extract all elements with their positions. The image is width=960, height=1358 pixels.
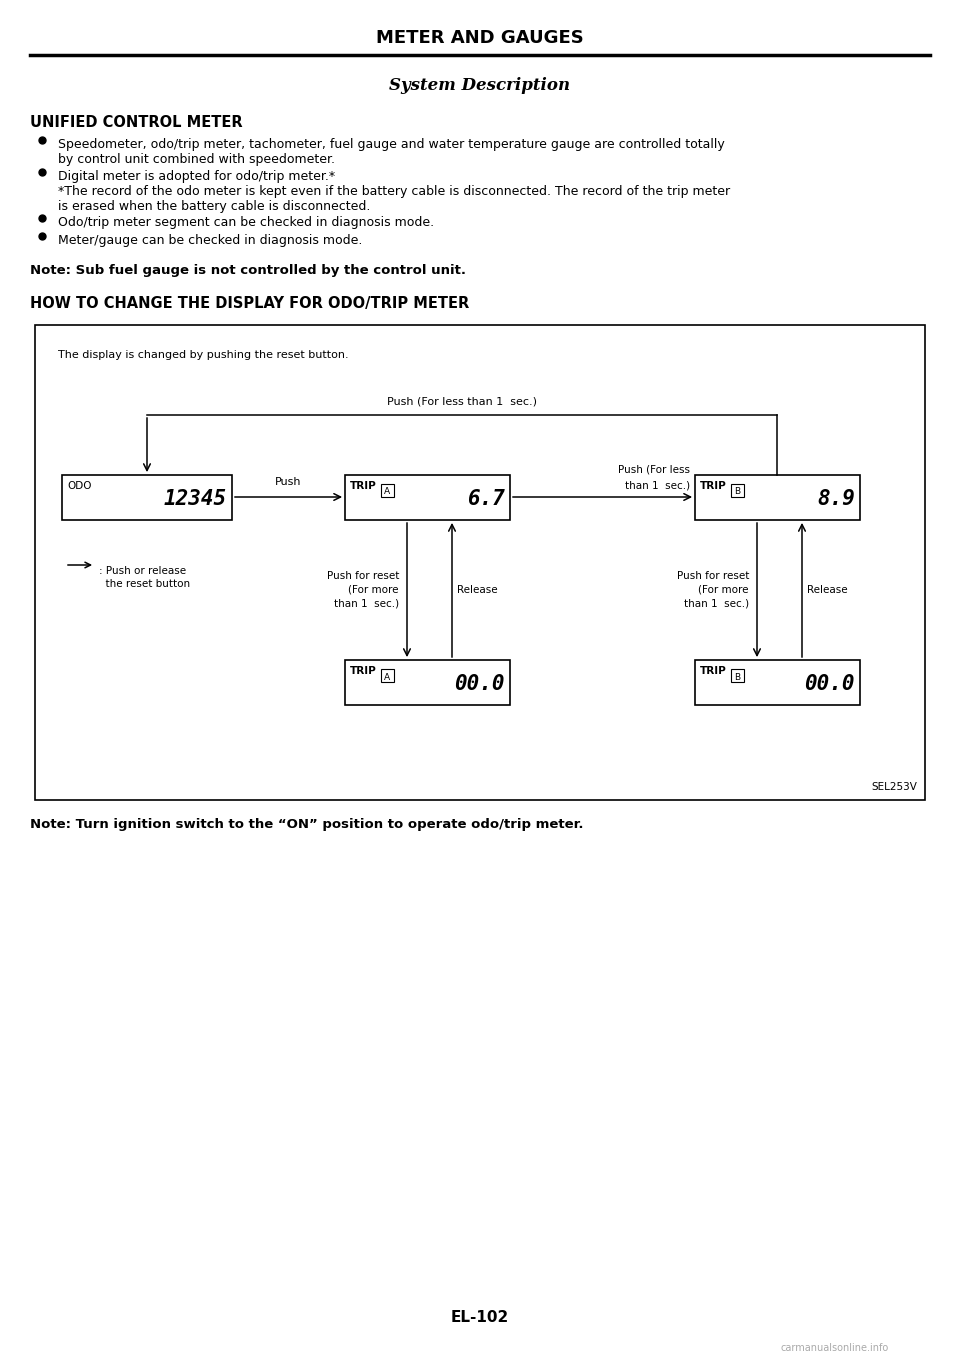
Bar bbox=[35, 325, 925, 800]
Text: by control unit combined with speedometer.: by control unit combined with speedomete… bbox=[58, 153, 335, 166]
Text: HOW TO CHANGE THE DISPLAY FOR ODO/TRIP METER: HOW TO CHANGE THE DISPLAY FOR ODO/TRIP M… bbox=[30, 296, 469, 311]
Text: METER AND GAUGES: METER AND GAUGES bbox=[376, 29, 584, 48]
Text: : Push or release: : Push or release bbox=[99, 566, 186, 576]
Text: Push for reset
(For more
than 1  sec.): Push for reset (For more than 1 sec.) bbox=[326, 570, 399, 608]
Bar bbox=[345, 475, 510, 520]
Text: Note: Sub fuel gauge is not controlled by the control unit.: Note: Sub fuel gauge is not controlled b… bbox=[30, 263, 466, 277]
Text: ODO: ODO bbox=[67, 481, 91, 492]
Text: 00.0: 00.0 bbox=[804, 674, 855, 694]
Text: than 1  sec.): than 1 sec.) bbox=[625, 479, 690, 490]
Text: TRIP: TRIP bbox=[700, 665, 727, 676]
Text: B: B bbox=[734, 672, 740, 682]
Bar bbox=[62, 475, 232, 520]
Text: Release: Release bbox=[807, 585, 848, 595]
Text: Odo/trip meter segment can be checked in diagnosis mode.: Odo/trip meter segment can be checked in… bbox=[58, 216, 434, 230]
Text: TRIP: TRIP bbox=[350, 665, 376, 676]
Bar bbox=[695, 660, 860, 705]
Text: Push: Push bbox=[275, 477, 301, 488]
Text: carmanualsonline.info: carmanualsonline.info bbox=[780, 1343, 889, 1353]
Text: Meter/gauge can be checked in diagnosis mode.: Meter/gauge can be checked in diagnosis … bbox=[58, 234, 362, 247]
Text: Speedometer, odo/trip meter, tachometer, fuel gauge and water temperature gauge : Speedometer, odo/trip meter, tachometer,… bbox=[58, 139, 725, 151]
Bar bbox=[695, 475, 860, 520]
Text: UNIFIED CONTROL METER: UNIFIED CONTROL METER bbox=[30, 115, 243, 130]
Text: 6.7: 6.7 bbox=[468, 489, 505, 509]
Bar bbox=[731, 669, 744, 682]
Text: Push for reset
(For more
than 1  sec.): Push for reset (For more than 1 sec.) bbox=[677, 570, 749, 608]
Text: SEL253V: SEL253V bbox=[871, 782, 917, 792]
Bar bbox=[381, 669, 394, 682]
Text: is erased when the battery cable is disconnected.: is erased when the battery cable is disc… bbox=[58, 200, 371, 213]
Bar bbox=[381, 483, 394, 497]
Text: B: B bbox=[734, 488, 740, 497]
Text: EL-102: EL-102 bbox=[451, 1310, 509, 1325]
Text: Digital meter is adopted for odo/trip meter.*: Digital meter is adopted for odo/trip me… bbox=[58, 170, 335, 183]
Text: Push (For less than 1  sec.): Push (For less than 1 sec.) bbox=[387, 397, 537, 407]
Text: Push (For less: Push (For less bbox=[618, 464, 690, 475]
Text: 8.9: 8.9 bbox=[817, 489, 855, 509]
Bar bbox=[731, 483, 744, 497]
Text: 12345: 12345 bbox=[164, 489, 227, 509]
Text: System Description: System Description bbox=[390, 76, 570, 94]
Text: A: A bbox=[384, 672, 390, 682]
Text: the reset button: the reset button bbox=[99, 579, 190, 589]
Text: A: A bbox=[384, 488, 390, 497]
Bar bbox=[345, 660, 510, 705]
Text: The display is changed by pushing the reset button.: The display is changed by pushing the re… bbox=[58, 350, 348, 360]
Text: TRIP: TRIP bbox=[350, 481, 376, 492]
Text: *The record of the odo meter is kept even if the battery cable is disconnected. : *The record of the odo meter is kept eve… bbox=[58, 185, 731, 198]
Text: 00.0: 00.0 bbox=[454, 674, 505, 694]
Text: Release: Release bbox=[457, 585, 497, 595]
Text: TRIP: TRIP bbox=[700, 481, 727, 492]
Text: Note: Turn ignition switch to the “ON” position to operate odo/trip meter.: Note: Turn ignition switch to the “ON” p… bbox=[30, 818, 584, 831]
